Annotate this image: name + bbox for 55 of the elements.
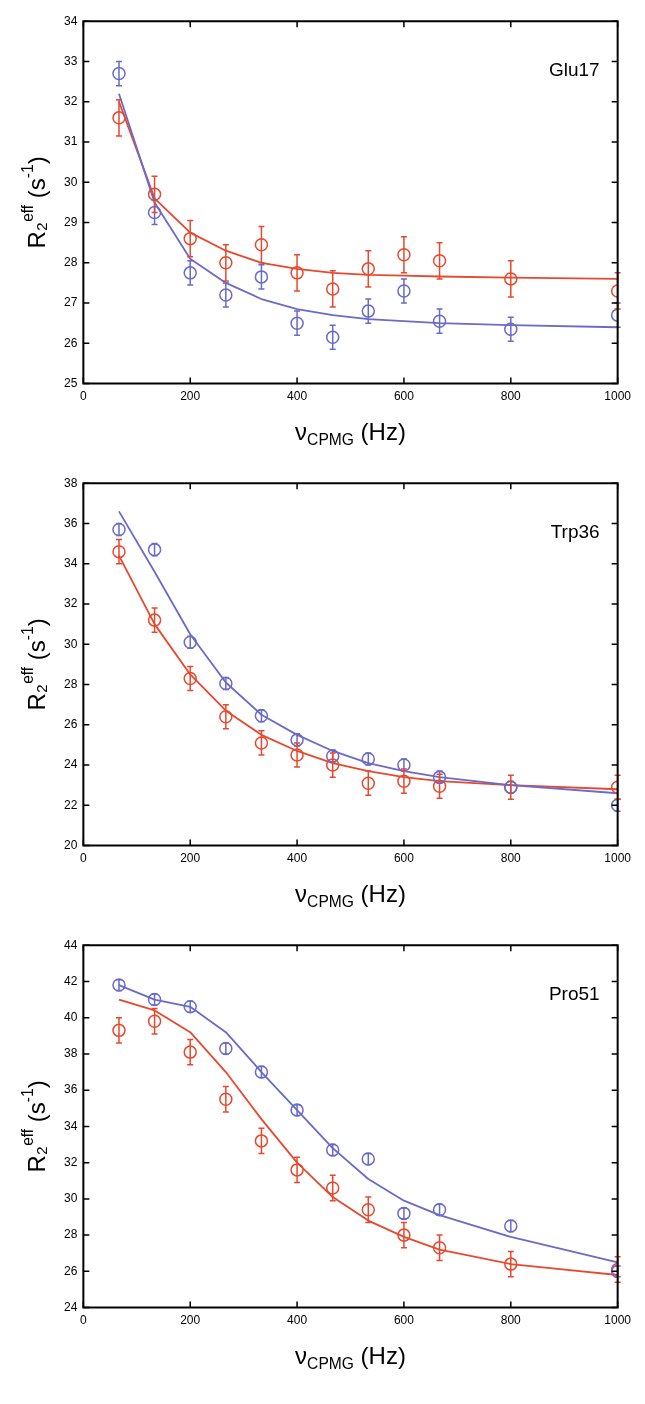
y-tick-label: 31 — [63, 134, 78, 149]
y-tick-label: 34 — [63, 556, 78, 571]
x-tick-label: 400 — [287, 851, 308, 866]
y-tick-label: 22 — [63, 797, 78, 812]
x-tick-label: 600 — [393, 1313, 415, 1328]
x-tick-label: 800 — [500, 389, 522, 404]
y-tick-label: 32 — [63, 1154, 78, 1169]
x-tick-label: 200 — [180, 1313, 201, 1328]
x-tick-label: 400 — [287, 389, 308, 404]
y-tick-label: 24 — [63, 757, 78, 772]
y-tick-label: 28 — [63, 676, 78, 691]
y-tick-label: 29 — [63, 214, 78, 229]
y-tick-label: 28 — [63, 1227, 78, 1242]
y-tick-label: 38 — [63, 475, 78, 490]
annotation: Trp36 — [550, 521, 600, 543]
y-tick-label: 36 — [63, 515, 78, 530]
y-axis-title: R₂eff (s-1) — [18, 156, 50, 249]
y-tick-label: 34 — [63, 13, 78, 28]
y-axis-title: R₂eff (s-1) — [18, 618, 50, 711]
x-tick-label: 0 — [80, 851, 87, 866]
y-tick-label: 34 — [63, 1118, 78, 1133]
y-tick-label: 25 — [63, 375, 78, 390]
y-tick-label: 30 — [63, 1191, 78, 1206]
x-tick-label: 200 — [180, 851, 201, 866]
y-axis-title: R₂eff (s-1) — [18, 1080, 50, 1173]
y-tick-label: 44 — [63, 937, 78, 952]
x-tick-label: 400 — [287, 1313, 308, 1328]
x-tick-label: 800 — [500, 851, 522, 866]
y-tick-label: 32 — [63, 94, 78, 109]
x-tick-label: 0 — [80, 1313, 87, 1328]
y-tick-label: 30 — [63, 636, 78, 651]
y-tick-label: 36 — [63, 1082, 78, 1097]
y-tick-label: 24 — [63, 1299, 78, 1314]
y-tick-label: 33 — [63, 53, 78, 68]
y-tick-label: 26 — [63, 335, 78, 350]
annotation: Glu17 — [548, 59, 600, 81]
y-tick-label: 27 — [63, 295, 78, 310]
x-tick-label: 600 — [393, 389, 415, 404]
annotation: Pro51 — [548, 983, 600, 1005]
y-tick-label: 32 — [63, 596, 78, 611]
y-tick-label: 20 — [63, 837, 78, 852]
x-tick-label: 0 — [80, 389, 87, 404]
x-tick-label: 1000 — [604, 389, 632, 404]
x-tick-label: 200 — [180, 389, 201, 404]
y-tick-label: 26 — [63, 717, 78, 732]
y-tick-label: 40 — [63, 1009, 78, 1024]
y-tick-label: 42 — [63, 973, 78, 988]
x-tick-label: 1000 — [604, 1313, 632, 1328]
y-tick-label: 26 — [63, 1263, 78, 1278]
y-tick-label: 28 — [63, 255, 78, 270]
y-tick-label: 30 — [63, 174, 78, 189]
x-tick-label: 800 — [500, 1313, 522, 1328]
x-tick-label: 600 — [393, 851, 415, 866]
y-tick-label: 38 — [63, 1046, 78, 1061]
x-tick-label: 1000 — [604, 851, 632, 866]
